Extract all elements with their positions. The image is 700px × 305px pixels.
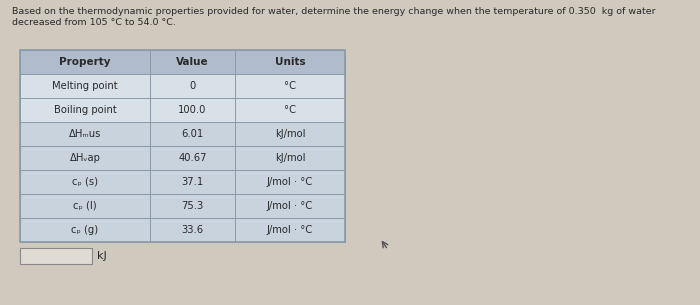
Text: °C: °C [284,105,296,115]
Text: cₚ (l): cₚ (l) [74,201,97,211]
Text: 40.67: 40.67 [178,153,206,163]
Text: cₚ (s): cₚ (s) [72,177,98,187]
Bar [20,74,150,98]
Bar [235,50,345,74]
Text: 100.0: 100.0 [178,105,206,115]
Text: 37.1: 37.1 [181,177,204,187]
Text: cₚ (g): cₚ (g) [71,225,99,235]
Text: Melting point: Melting point [52,81,118,91]
Text: kJ/mol: kJ/mol [274,129,305,139]
Text: J/mol · °C: J/mol · °C [267,201,313,211]
Bar [235,194,345,218]
Bar [150,170,235,194]
Text: Property: Property [60,57,111,67]
Text: 75.3: 75.3 [181,201,204,211]
Text: ΔHₘus: ΔHₘus [69,129,102,139]
Text: °C: °C [284,81,296,91]
Text: 33.6: 33.6 [181,225,204,235]
Bar [150,218,235,242]
Bar [235,74,345,98]
Text: J/mol · °C: J/mol · °C [267,177,313,187]
Bar [20,248,92,264]
Text: 6.01: 6.01 [181,129,204,139]
Text: Value: Value [176,57,209,67]
Bar [150,146,235,170]
Bar [235,146,345,170]
Bar [20,122,150,146]
Bar [20,194,150,218]
Bar [20,218,150,242]
Text: kJ/mol: kJ/mol [274,153,305,163]
Bar [20,98,150,122]
Bar [20,50,150,74]
Bar [150,98,235,122]
Bar [150,194,235,218]
Text: Boiling point: Boiling point [54,105,116,115]
Text: decreased from 105 °C to 54.0 °C.: decreased from 105 °C to 54.0 °C. [12,18,176,27]
Bar [20,146,150,170]
Bar [235,98,345,122]
Bar [150,122,235,146]
Text: ΔHᵥap: ΔHᵥap [69,153,100,163]
Bar [235,122,345,146]
Bar [20,50,345,242]
Text: 0: 0 [190,81,195,91]
Bar [235,170,345,194]
Text: kJ: kJ [97,251,106,261]
Text: Based on the thermodynamic properties provided for water, determine the energy c: Based on the thermodynamic properties pr… [12,7,656,16]
Bar [235,218,345,242]
Bar [20,170,150,194]
Bar [150,74,235,98]
Bar [150,50,235,74]
Text: Units: Units [274,57,305,67]
Text: J/mol · °C: J/mol · °C [267,225,313,235]
